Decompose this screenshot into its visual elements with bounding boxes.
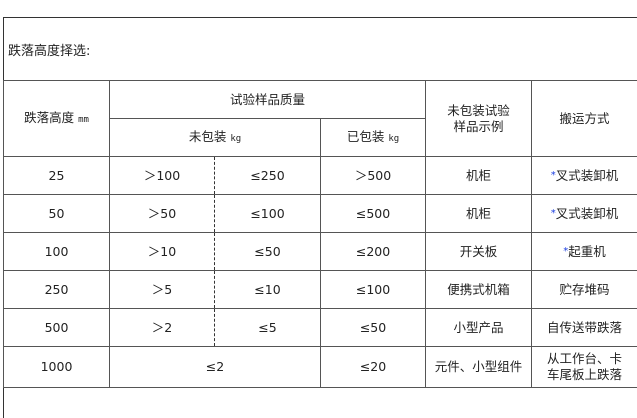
cell-height: 500 <box>4 309 110 347</box>
cell-packed: ≤100 <box>321 271 426 309</box>
cell-example: 机柜 <box>426 195 532 233</box>
cell-example: 开关板 <box>426 233 532 271</box>
table-row: 250 ＞5 ≤10 ≤100 便携式机箱 贮存堆码 <box>4 271 637 309</box>
cell-example: 小型产品 <box>426 309 532 347</box>
cell-height: 25 <box>4 157 110 195</box>
cell-unpacked-min: ＞100 <box>110 157 215 195</box>
cell-unpacked-max: ≤100 <box>215 195 321 233</box>
cell-example: 机柜 <box>426 157 532 195</box>
cell-example: 便携式机箱 <box>426 271 532 309</box>
header-mass: 试验样品质量 <box>110 81 426 119</box>
cell-height: 50 <box>4 195 110 233</box>
cell-packed: ≤200 <box>321 233 426 271</box>
header-packed: 已包装 kg <box>321 119 426 157</box>
cell-unpacked-min: ＞5 <box>110 271 215 309</box>
cell-unpacked-min: ＞50 <box>110 195 215 233</box>
cell-height: 250 <box>4 271 110 309</box>
header-example: 未包装试验样品示例 <box>426 81 532 157</box>
cell-example: 元件、小型组件 <box>426 347 532 388</box>
drop-height-table: 跌落高度 mm 试验样品质量 未包装试验样品示例 搬运方式 未包装 kg 已包装… <box>3 80 637 388</box>
table-row: 50 ＞50 ≤100 ≤500 机柜 *叉式装卸机 <box>4 195 637 233</box>
cell-unpacked-max: ≤50 <box>215 233 321 271</box>
section-title: 跌落高度择选: <box>8 40 90 59</box>
table-row: 25 ＞100 ≤250 ＞500 机柜 *叉式装卸机 <box>4 157 637 195</box>
cell-height: 100 <box>4 233 110 271</box>
cell-unpacked-max: ≤5 <box>215 309 321 347</box>
cell-handling: *叉式装卸机 <box>532 157 637 195</box>
cell-packed: ≤500 <box>321 195 426 233</box>
cell-packed: ≤20 <box>321 347 426 388</box>
header-unpacked: 未包装 kg <box>110 119 321 157</box>
table-row: 1000 ≤2 ≤20 元件、小型组件 从工作台、卡车尾板上跌落 <box>4 347 637 388</box>
cell-unpacked-max: ≤10 <box>215 271 321 309</box>
cell-unpacked-max: ≤250 <box>215 157 321 195</box>
cell-handling: *起重机 <box>532 233 637 271</box>
table-row: 500 ＞2 ≤5 ≤50 小型产品 自传送带跌落 <box>4 309 637 347</box>
table-row: 100 ＞10 ≤50 ≤200 开关板 *起重机 <box>4 233 637 271</box>
cell-packed: ＞500 <box>321 157 426 195</box>
header-row-1: 跌落高度 mm 试验样品质量 未包装试验样品示例 搬运方式 <box>4 81 637 119</box>
cell-handling: 贮存堆码 <box>532 271 637 309</box>
header-height: 跌落高度 mm <box>4 81 110 157</box>
cell-height: 1000 <box>4 347 110 388</box>
header-handling: 搬运方式 <box>532 81 637 157</box>
cell-handling: *叉式装卸机 <box>532 195 637 233</box>
cell-unpacked-merged: ≤2 <box>110 347 321 388</box>
cell-unpacked-min: ＞10 <box>110 233 215 271</box>
cell-handling: 从工作台、卡车尾板上跌落 <box>532 347 637 388</box>
cell-handling: 自传送带跌落 <box>532 309 637 347</box>
cell-unpacked-min: ＞2 <box>110 309 215 347</box>
cell-packed: ≤50 <box>321 309 426 347</box>
